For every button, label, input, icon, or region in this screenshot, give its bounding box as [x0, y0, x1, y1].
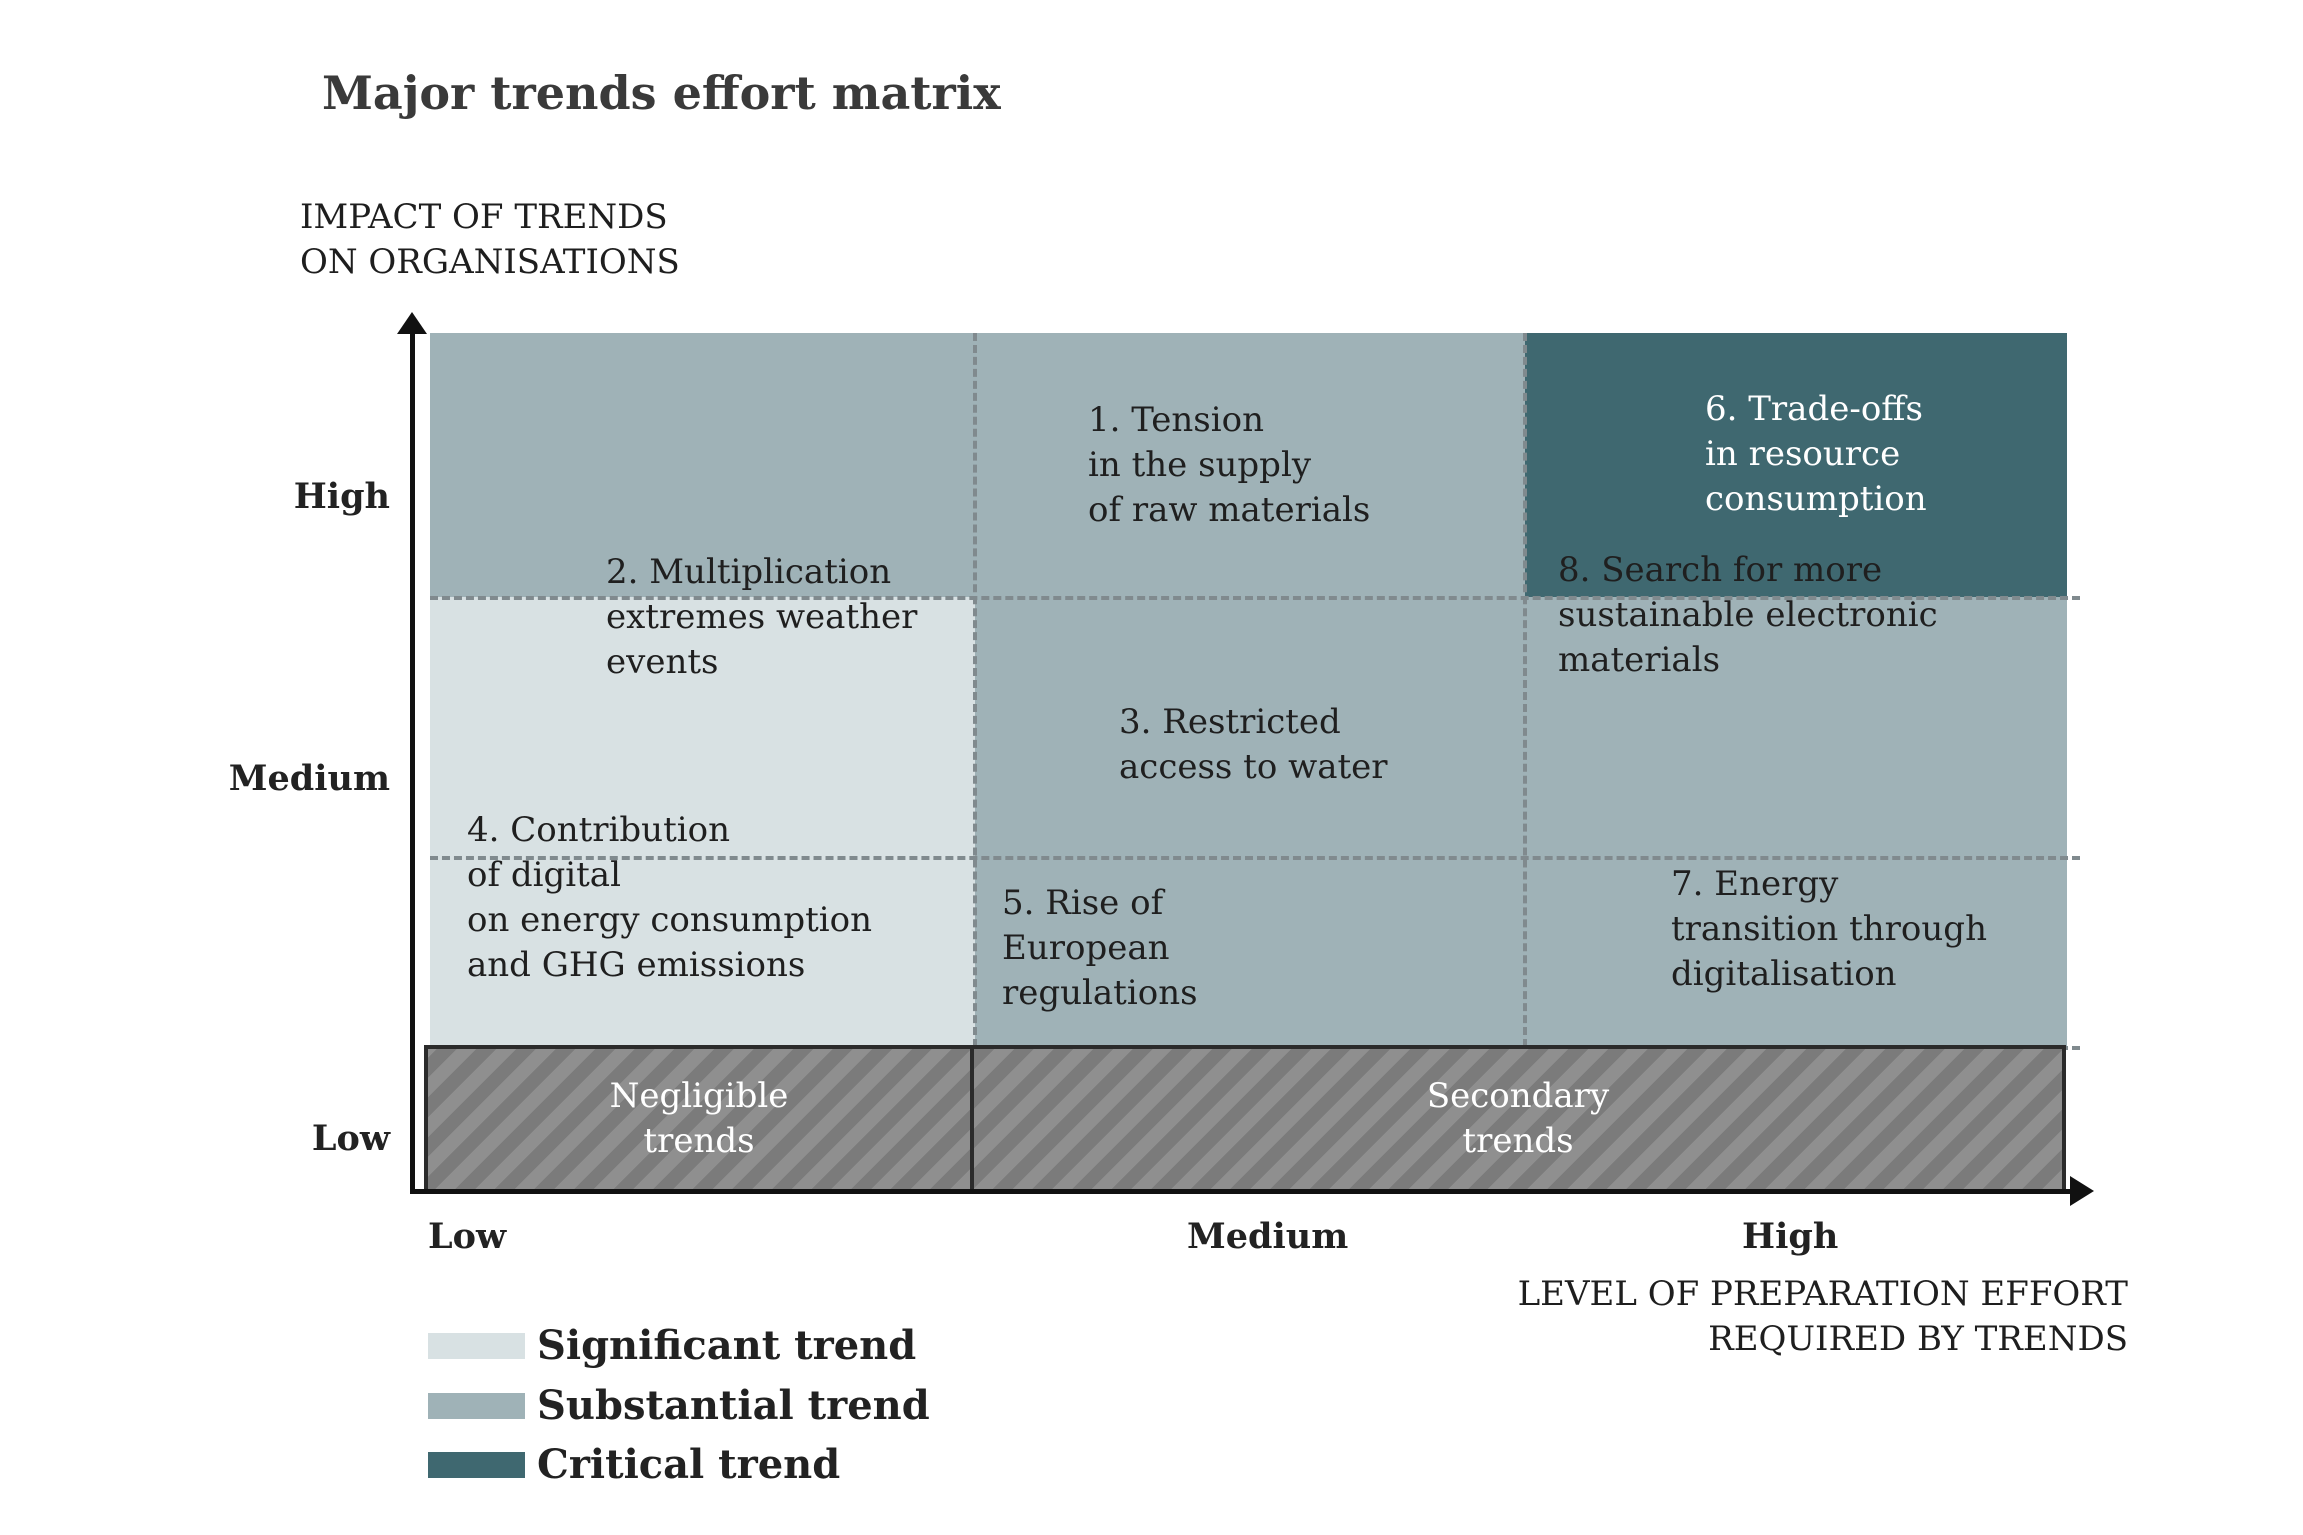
y-tick-low: Low [311, 1118, 390, 1159]
trend-8-text: 8. Search for more sustainable electroni… [1558, 550, 1938, 680]
diagram-title: Major trends effort matrix [322, 66, 1001, 120]
y-axis-title-line-2: ON ORGANISATIONS [300, 242, 680, 282]
negligible-trends-label: Negligible trends [609, 1076, 789, 1161]
negligible-trends-zone: Negligible trends [424, 1045, 974, 1193]
x-axis-line [410, 1189, 2072, 1194]
y-axis-line [410, 322, 415, 1194]
secondary-trends-label: Secondary trends [1426, 1076, 1610, 1161]
cell-medium-high [1525, 597, 2067, 1047]
legend-item-substantial: Substantial trend [428, 1382, 930, 1429]
x-axis-title: LEVEL OF PREPARATION EFFORT REQUIRED BY … [1518, 1272, 2128, 1362]
trend-3-text: 3. Restricted access to water [1119, 702, 1388, 787]
trend-5-label: 5. Rise of European regulations [1002, 881, 1198, 1016]
y-tick-medium: Medium [228, 758, 390, 799]
secondary-trends-zone: Secondary trends [970, 1045, 2066, 1193]
grid-line-vertical-1 [973, 333, 977, 1047]
trend-3-label: 3. Restricted access to water [1119, 700, 1388, 790]
trend-7-text: 7. Energy transition through digitalisat… [1671, 864, 1987, 994]
x-axis-title-line-1: LEVEL OF PREPARATION EFFORT [1517, 1274, 2128, 1314]
legend-swatch-critical [428, 1451, 525, 1478]
cell-medium-low [430, 597, 975, 1047]
cell-medium-medium [975, 333, 1525, 1047]
y-axis-title: IMPACT OF TRENDS ON ORGANISATIONS [300, 195, 680, 285]
y-axis-arrow-icon [397, 312, 427, 334]
trend-1-label: 1. Tension in the supply of raw material… [1088, 398, 1370, 533]
cell-high-high [1525, 333, 2067, 597]
trend-6-text: 6. Trade-offs in resource consumption [1705, 389, 1927, 519]
trend-1-text: 1. Tension in the supply of raw material… [1088, 400, 1371, 530]
trend-2-text: 2. Multiplication extremes weather event… [606, 552, 918, 682]
legend-label-significant: Significant trend [537, 1322, 917, 1369]
trend-4-text: 4. Contribution of digital on energy con… [467, 810, 873, 985]
trend-6-label: 6. Trade-offs in resource consumption [1705, 387, 1927, 522]
grid-line-high-medium [430, 596, 2080, 600]
trend-5-text: 5. Rise of European regulations [1002, 883, 1198, 1013]
grid-line-vertical-2 [1523, 333, 1527, 1047]
cell-high-low [430, 333, 975, 597]
x-tick-low: Low [428, 1216, 507, 1257]
legend-item-significant: Significant trend [428, 1322, 916, 1369]
trend-4-label: 4. Contribution of digital on energy con… [467, 808, 872, 988]
x-axis-arrow-icon [2070, 1176, 2094, 1206]
x-tick-high: High [1742, 1216, 1839, 1257]
trend-2-label: 2. Multiplication extremes weather event… [606, 550, 917, 685]
x-axis-title-line-2: REQUIRED BY TRENDS [1708, 1319, 2128, 1359]
legend-swatch-substantial [428, 1392, 525, 1419]
legend-label-substantial: Substantial trend [537, 1382, 930, 1429]
legend-item-critical: Critical trend [428, 1441, 840, 1488]
legend-swatch-significant [428, 1332, 525, 1359]
trend-8-label: 8. Search for more sustainable electroni… [1558, 548, 1938, 683]
y-tick-high: High [293, 476, 390, 517]
legend-label-critical: Critical trend [537, 1441, 841, 1488]
x-tick-medium: Medium [1187, 1216, 1349, 1257]
y-axis-title-line-1: IMPACT OF TRENDS [300, 197, 668, 237]
trend-7-label: 7. Energy transition through digitalisat… [1671, 862, 1987, 997]
grid-line-medium-low [430, 856, 2080, 860]
